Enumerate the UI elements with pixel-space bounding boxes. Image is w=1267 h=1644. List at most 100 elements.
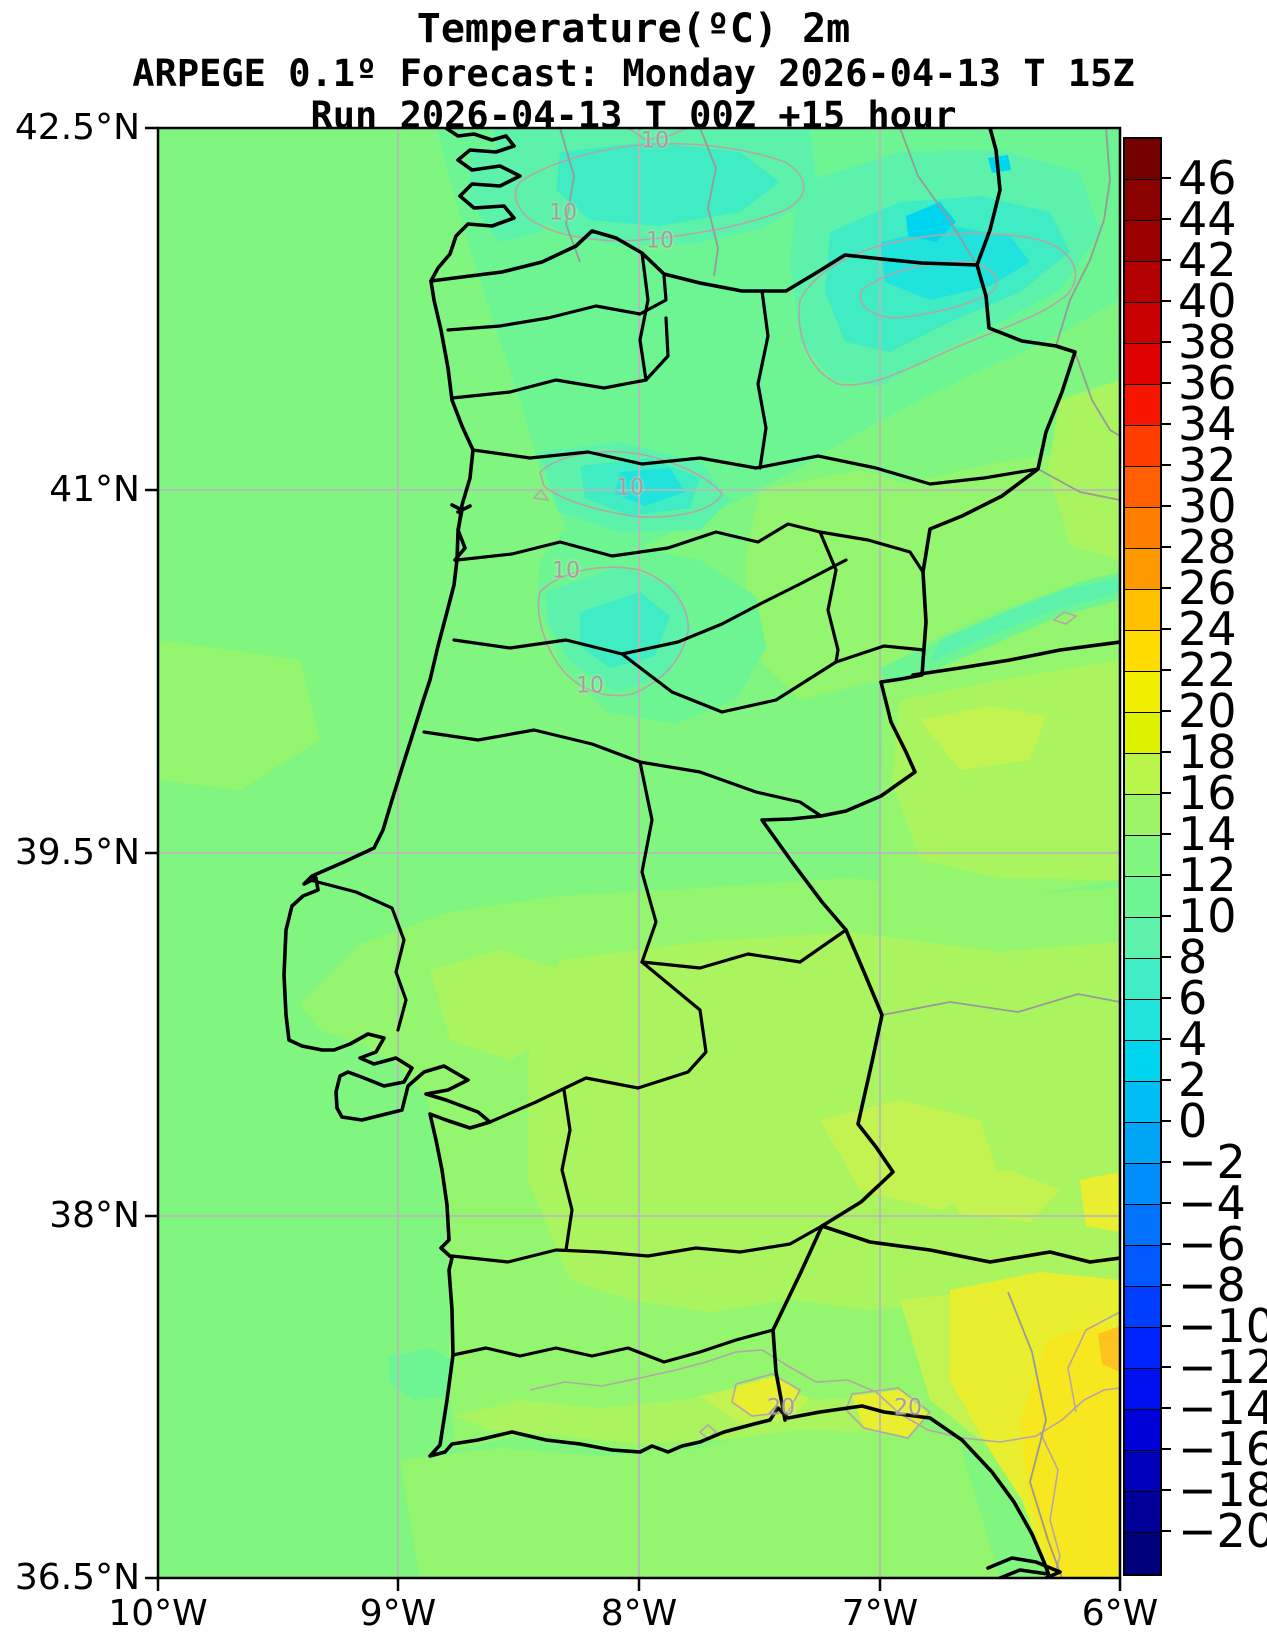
colorbar-tick-4 bbox=[1160, 1038, 1171, 1040]
colorbar-label-−20: −20 bbox=[1178, 1504, 1267, 1558]
colorbar-segment-30 bbox=[1125, 1369, 1160, 1410]
colorbar-segment-29 bbox=[1125, 1328, 1160, 1369]
colorbar-label-6: 6 bbox=[1178, 971, 1208, 1025]
spain-region-border-3 bbox=[975, 128, 1002, 267]
colorbar-tick-−8 bbox=[1160, 1284, 1171, 1286]
colorbar-segment-25 bbox=[1125, 1164, 1160, 1205]
colorbar-segment-17 bbox=[1125, 836, 1160, 877]
colorbar-segment-18 bbox=[1125, 877, 1160, 918]
colorbar-label-2: 2 bbox=[1178, 1053, 1208, 1107]
colorbar-tick-−12 bbox=[1160, 1366, 1171, 1368]
colorbar-segment-21 bbox=[1125, 1000, 1160, 1041]
colorbar-segment-14 bbox=[1125, 713, 1160, 754]
graticule-gridlines bbox=[158, 128, 1120, 1578]
province-boundaries bbox=[559, 128, 1120, 1578]
colorbar-label-−8: −8 bbox=[1178, 1258, 1246, 1312]
colorbar-label-14: 14 bbox=[1178, 807, 1237, 861]
colorbar-label-40: 40 bbox=[1178, 274, 1237, 328]
coastline-and-borders bbox=[282, 128, 1120, 1578]
temp-warm-patches bbox=[158, 232, 1120, 1578]
colorbar-tick-8 bbox=[1160, 956, 1171, 958]
portugal-spain-border bbox=[429, 229, 1077, 1422]
lon-label-8°W: 8°W bbox=[600, 1593, 678, 1634]
colorbar-tick-32 bbox=[1160, 464, 1171, 466]
colorbar-label-12: 12 bbox=[1178, 848, 1237, 902]
colorbar-tick-34 bbox=[1160, 423, 1171, 425]
colorbar-tick-44 bbox=[1160, 218, 1171, 220]
colorbar-tick-26 bbox=[1160, 587, 1171, 589]
lat-label-42.5°N: 42.5°N bbox=[14, 107, 140, 148]
contour-label-10-3: 10 bbox=[616, 475, 644, 501]
colorbar-tick-0 bbox=[1160, 1120, 1171, 1122]
axis-tick-marks bbox=[145, 126, 1122, 1591]
colorbar-tick-22 bbox=[1160, 669, 1171, 671]
colorbar-segment-3 bbox=[1125, 262, 1160, 303]
colorbar-label-−4: −4 bbox=[1178, 1176, 1246, 1230]
colorbar-tick-46 bbox=[1160, 177, 1171, 179]
colorbar-label-24: 24 bbox=[1178, 602, 1237, 656]
colorbar-segment-10 bbox=[1125, 549, 1160, 590]
colorbar-label-4: 4 bbox=[1178, 1012, 1208, 1066]
colorbar-segment-32 bbox=[1125, 1451, 1160, 1492]
lon-label-7°W: 7°W bbox=[841, 1593, 919, 1634]
colorbar-tick-10 bbox=[1160, 915, 1171, 917]
contour-label-10-5: 10 bbox=[576, 673, 604, 699]
colorbar-label-−2: −2 bbox=[1178, 1135, 1246, 1189]
colorbar-segment-12 bbox=[1125, 631, 1160, 672]
colorbar-segment-2 bbox=[1125, 221, 1160, 262]
temp-contour-lines bbox=[514, 128, 1120, 1578]
spain-region-border-2 bbox=[820, 1224, 1120, 1264]
colorbar-tick-42 bbox=[1160, 259, 1171, 261]
colorbar-segment-4 bbox=[1125, 303, 1160, 344]
colorbar-tick-20 bbox=[1160, 710, 1171, 712]
colorbar-tick-38 bbox=[1160, 341, 1171, 343]
colorbar-label-44: 44 bbox=[1178, 192, 1237, 246]
colorbar-label-26: 26 bbox=[1178, 561, 1237, 615]
colorbar-segment-7 bbox=[1125, 426, 1160, 467]
temperature-colorbar bbox=[1123, 137, 1162, 1576]
colorbar-tick-−18 bbox=[1160, 1489, 1171, 1491]
colorbar-segment-27 bbox=[1125, 1246, 1160, 1287]
colorbar-tick-16 bbox=[1160, 792, 1171, 794]
colorbar-segment-24 bbox=[1125, 1123, 1160, 1164]
lon-label-10°W: 10°W bbox=[108, 1593, 208, 1634]
colorbar-label-−6: −6 bbox=[1178, 1217, 1246, 1271]
colorbar-segment-31 bbox=[1125, 1410, 1160, 1451]
colorbar-label-22: 22 bbox=[1178, 643, 1237, 697]
colorbar-segment-0 bbox=[1125, 139, 1160, 180]
colorbar-segment-28 bbox=[1125, 1287, 1160, 1328]
colorbar-tick-6 bbox=[1160, 997, 1171, 999]
colorbar-segment-34 bbox=[1125, 1533, 1160, 1574]
colorbar-segment-15 bbox=[1125, 754, 1160, 795]
contour-label-10-4: 10 bbox=[552, 558, 580, 584]
colorbar-tick-30 bbox=[1160, 505, 1171, 507]
colorbar-tick-−4 bbox=[1160, 1202, 1171, 1204]
colorbar-tick-−10 bbox=[1160, 1325, 1171, 1327]
lat-label-39.5°N: 39.5°N bbox=[14, 832, 140, 873]
colorbar-label-36: 36 bbox=[1178, 356, 1237, 410]
lat-label-41°N: 41°N bbox=[49, 469, 140, 510]
colorbar-tick-2 bbox=[1160, 1079, 1171, 1081]
colorbar-tick-28 bbox=[1160, 546, 1171, 548]
colorbar-tick-18 bbox=[1160, 751, 1171, 753]
chart-subtitle-forecast: ARPEGE 0.1º Forecast: Monday 2026-04-13 … bbox=[132, 52, 1135, 95]
colorbar-label-20: 20 bbox=[1178, 684, 1237, 738]
cadiz-coast bbox=[986, 1556, 1062, 1578]
colorbar-label-−10: −10 bbox=[1178, 1299, 1267, 1353]
colorbar-segment-19 bbox=[1125, 918, 1160, 959]
colorbar-segment-11 bbox=[1125, 590, 1160, 631]
colorbar-tick-−20 bbox=[1160, 1530, 1171, 1532]
colorbar-tick-40 bbox=[1160, 300, 1171, 302]
colorbar-label-−12: −12 bbox=[1178, 1340, 1267, 1394]
lon-label-6°W: 6°W bbox=[1081, 1593, 1159, 1634]
colorbar-label-38: 38 bbox=[1178, 315, 1237, 369]
colorbar-segment-5 bbox=[1125, 344, 1160, 385]
lat-label-36.5°N: 36.5°N bbox=[14, 1557, 140, 1598]
colorbar-segment-6 bbox=[1125, 385, 1160, 426]
colorbar-segment-22 bbox=[1125, 1041, 1160, 1082]
colorbar-label-16: 16 bbox=[1178, 766, 1237, 820]
colorbar-segment-33 bbox=[1125, 1492, 1160, 1533]
colorbar-label-−18: −18 bbox=[1178, 1463, 1267, 1517]
